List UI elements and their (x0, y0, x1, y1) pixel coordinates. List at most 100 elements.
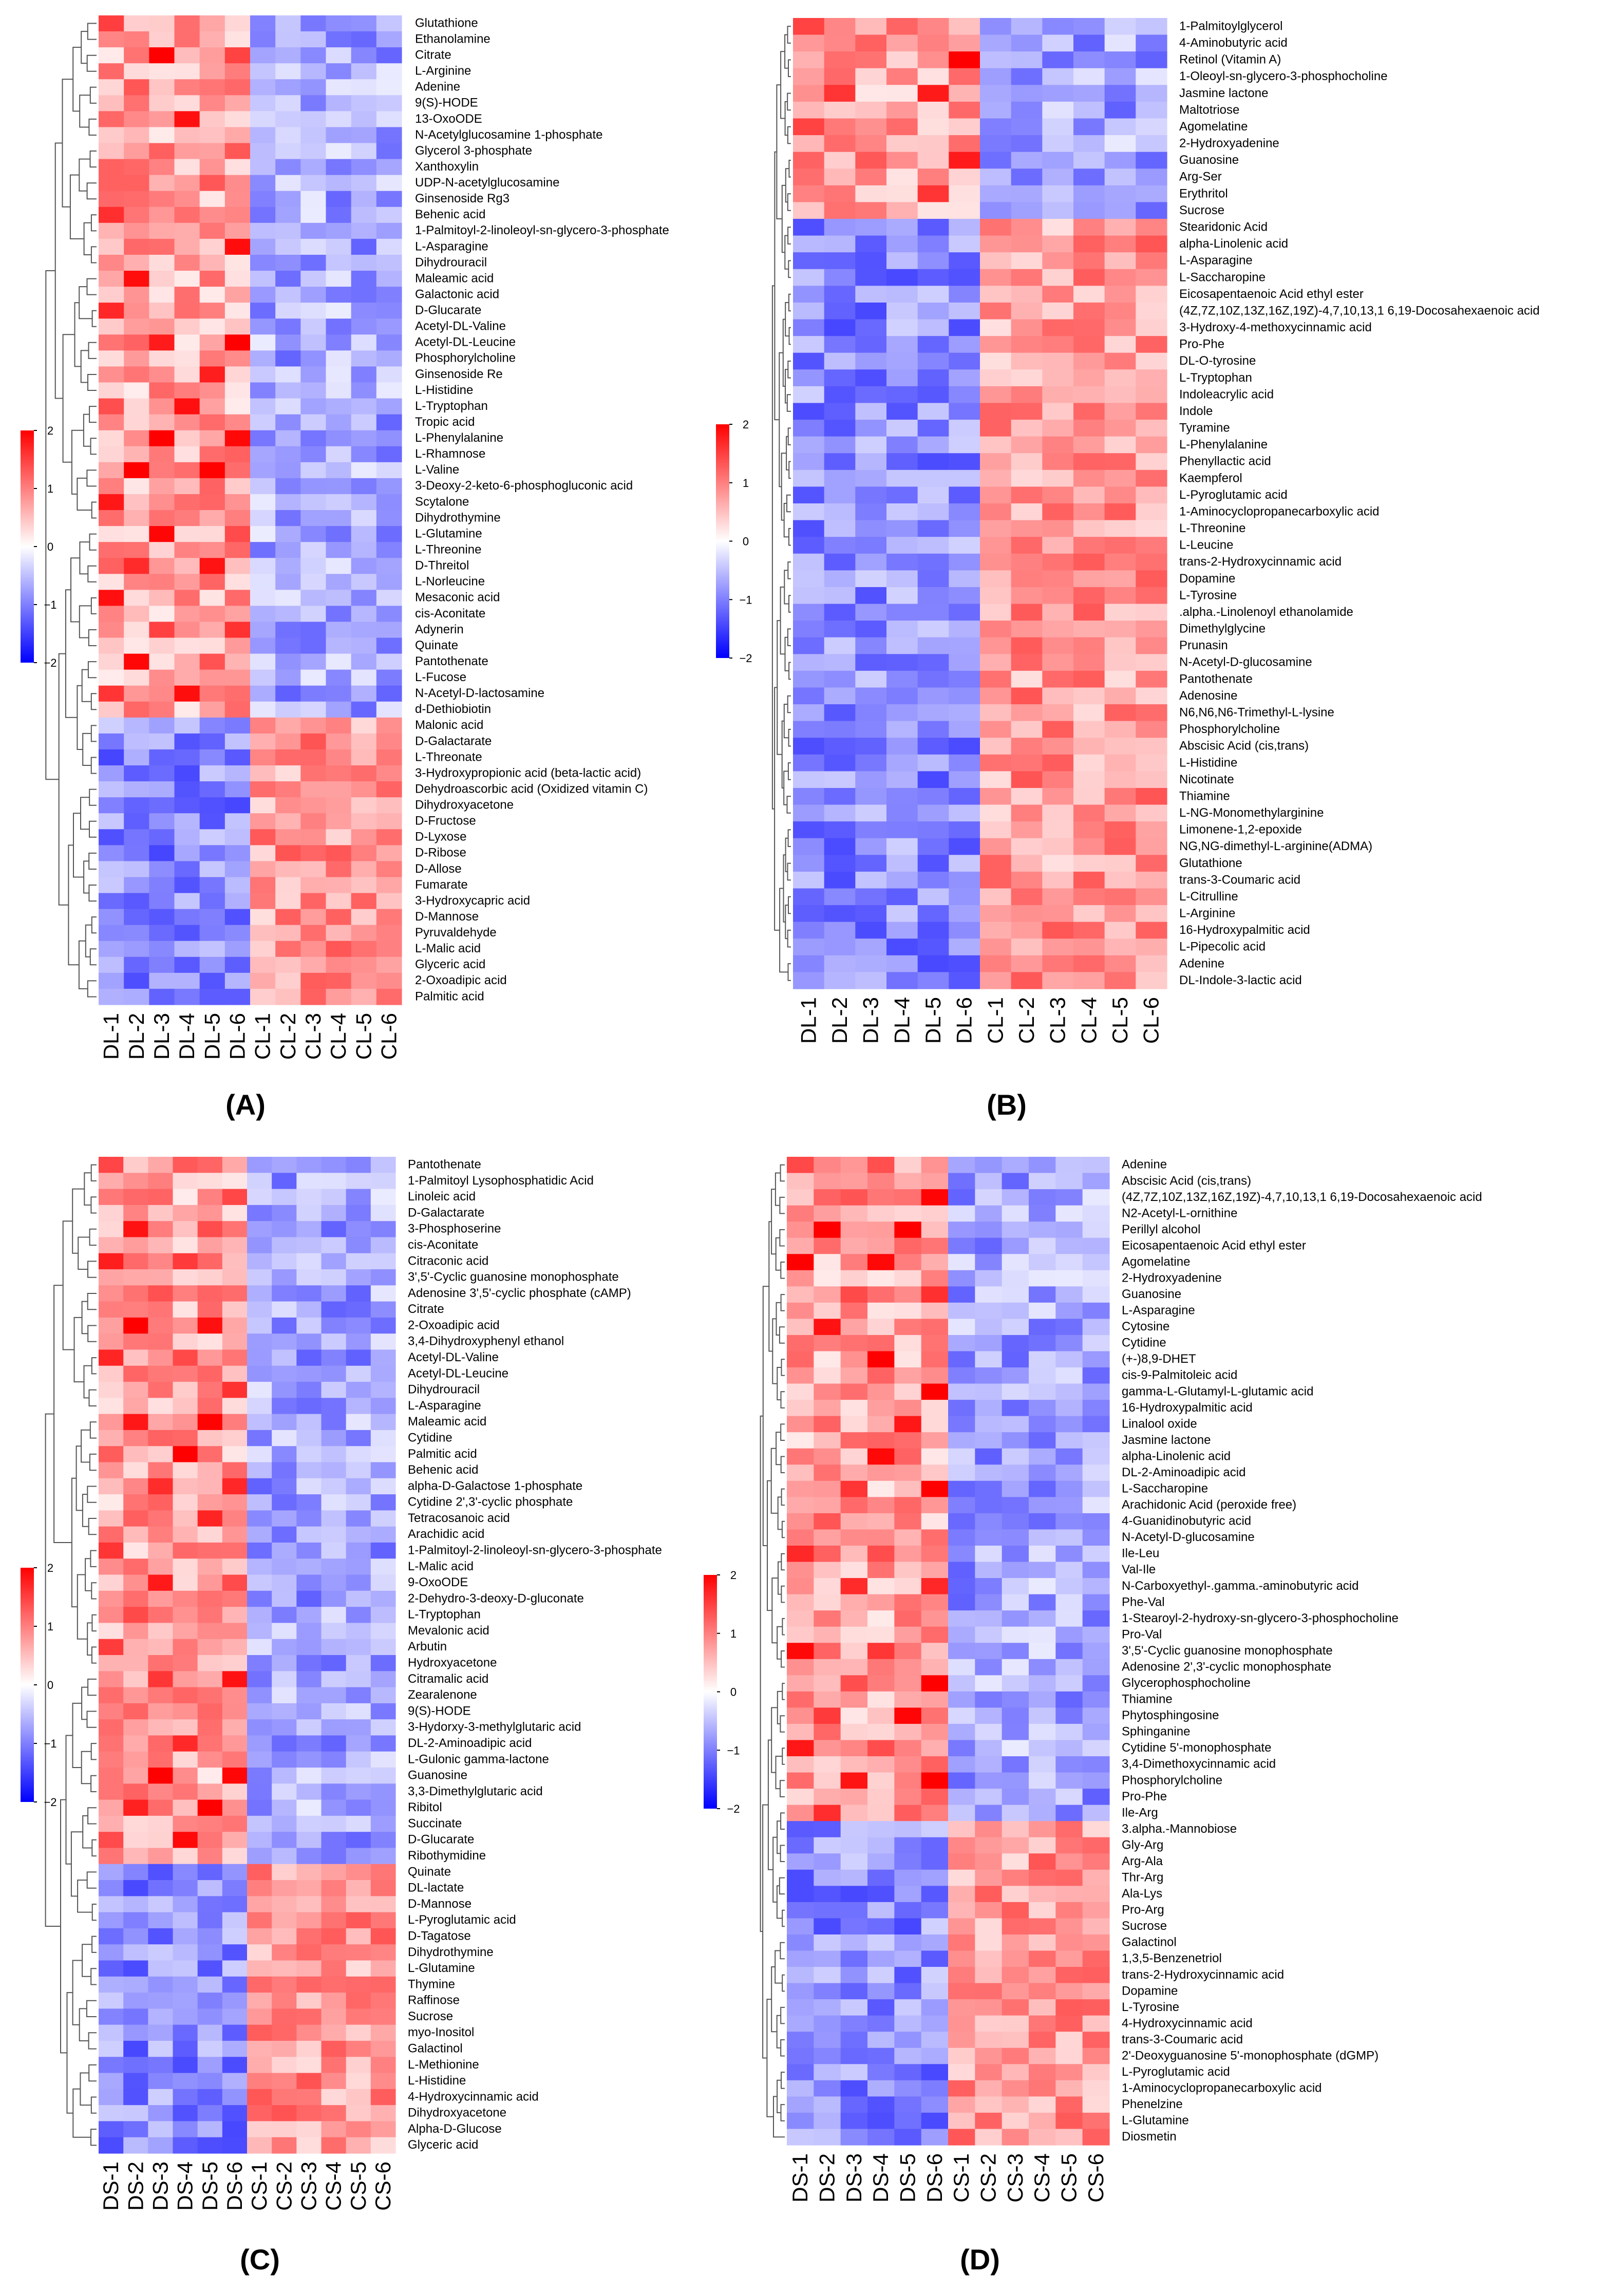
row-label: Perillyl alcohol (1122, 1223, 1200, 1236)
heatmap-cell (247, 1237, 272, 1254)
heatmap-cell (867, 1853, 895, 1870)
heatmap-cell (1055, 1983, 1083, 2000)
heatmap-cell (250, 206, 276, 223)
heatmap-cell (346, 1269, 371, 1286)
heatmap-cell (222, 1237, 248, 1254)
heatmap-cell (1082, 2032, 1110, 2049)
heatmap-cell (1002, 1513, 1029, 1530)
heatmap-cell (867, 1837, 895, 1854)
heatmap-cell (886, 420, 918, 437)
row-label: L-Histidine (415, 383, 473, 397)
heatmap-cell (814, 1821, 841, 1838)
heatmap-cell (1042, 369, 1074, 387)
heatmap-cell (894, 1480, 922, 1497)
heatmap-cell (787, 1319, 814, 1336)
heatmap-cell (787, 2032, 814, 2049)
heatmap-cell (250, 669, 276, 686)
heatmap-cell (921, 1707, 949, 1724)
row-label: 13-OxoODE (415, 112, 482, 126)
heatmap-cell (1104, 152, 1136, 169)
heatmap-cell (346, 1574, 371, 1591)
heatmap-cell (272, 1848, 297, 1865)
heatmap-cell (793, 955, 825, 973)
heatmap-cell (275, 191, 301, 208)
heatmap-cell (247, 1574, 272, 1591)
heatmap-cell (917, 972, 949, 989)
heatmap-cell (886, 704, 918, 722)
row-label: Stearidonic Acid (1179, 220, 1268, 234)
heatmap-cell (148, 1687, 174, 1704)
heatmap-cell (949, 637, 980, 654)
heatmap-cell (1055, 1821, 1083, 1838)
heatmap-cell (787, 1286, 814, 1303)
row-label: Prunasin (1179, 638, 1228, 652)
heatmap-cell (326, 685, 352, 702)
heatmap-cell (886, 202, 918, 219)
heatmap-cell (173, 1285, 198, 1302)
heatmap-cell (975, 1967, 1003, 1984)
heatmap-cell (980, 787, 1012, 805)
heatmap-cell (326, 542, 352, 558)
row-label: Hydroxyacetone (408, 1656, 497, 1670)
heatmap-cell (1002, 1237, 1029, 1254)
heatmap-cell (351, 15, 377, 32)
heatmap-cell (149, 271, 175, 287)
heatmap-cell (948, 1529, 975, 1546)
heatmap-cell (1042, 754, 1074, 772)
heatmap-cell (948, 1189, 975, 1206)
heatmap-cell (949, 704, 980, 722)
heatmap-cell (275, 334, 301, 351)
heatmap-cell (1055, 1480, 1083, 1497)
heatmap-cell (1104, 938, 1136, 956)
row-label: L-Histidine (1179, 756, 1237, 769)
heatmap-cell (917, 118, 949, 136)
heatmap-cell (275, 206, 301, 223)
heatmap-cell (824, 838, 856, 855)
heatmap-cell (224, 462, 251, 479)
heatmap-cell (1002, 1400, 1029, 1417)
heatmap-cell (1011, 319, 1043, 336)
heatmap-cell (99, 749, 124, 766)
heatmap-cell (174, 685, 200, 702)
heatmap-cell (1073, 587, 1105, 605)
heatmap-cell (886, 219, 918, 236)
heatmap-cell (247, 2040, 272, 2057)
heatmap-cell (222, 1880, 248, 1896)
heatmap-cell (894, 1286, 922, 1303)
heatmap-cell (326, 558, 352, 574)
heatmap-cell (222, 1944, 248, 1961)
heatmap-cell (793, 637, 825, 654)
heatmap-cell (814, 1432, 841, 1449)
heatmap-cell (1002, 2112, 1029, 2130)
heatmap-cell (840, 1400, 868, 1417)
heatmap-cell (1104, 202, 1136, 219)
heatmap-cell (886, 604, 918, 621)
row-label: Tropic acid (415, 415, 475, 429)
heatmap-cell (321, 1414, 347, 1431)
heatmap-cell (814, 1950, 841, 1967)
row-label: alpha-D-Galactose 1-phosphate (408, 1479, 582, 1493)
heatmap-cell (793, 721, 825, 738)
heatmap-cell (174, 893, 200, 910)
heatmap-cell (250, 956, 276, 973)
heatmap-cell (272, 1157, 297, 1173)
heatmap-cell (174, 988, 200, 1005)
heatmap-cell (921, 2064, 949, 2081)
heatmap-cell (370, 1735, 396, 1752)
heatmap-cell (894, 1707, 922, 1724)
heatmap-cell (824, 972, 856, 989)
heatmap-cell (824, 587, 856, 605)
heatmap-cell (174, 159, 200, 176)
heatmap-cell (346, 1237, 371, 1254)
heatmap-cell (921, 1723, 949, 1741)
heatmap-cell (1002, 1918, 1029, 1935)
heatmap-cell (123, 1848, 148, 1865)
heatmap-cell (250, 31, 276, 48)
heatmap-cell (123, 1993, 148, 2009)
heatmap-cell (917, 101, 949, 119)
heatmap-cell (224, 206, 251, 223)
heatmap-cell (975, 1983, 1003, 2000)
heatmap-cell (250, 813, 276, 830)
heatmap-cell (224, 238, 251, 255)
heatmap-cell (250, 733, 276, 750)
